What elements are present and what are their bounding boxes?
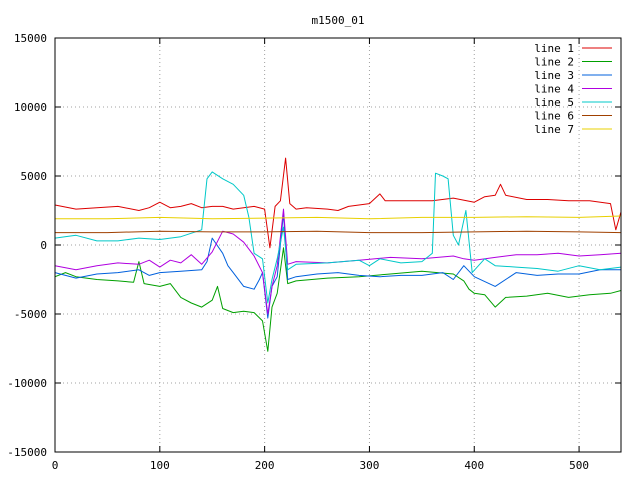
x-tick-label: 300	[360, 459, 380, 472]
y-tick-label: 5000	[21, 170, 48, 183]
legend-label: line 5	[534, 96, 574, 109]
grid-lines	[55, 38, 621, 452]
legend-label: line 3	[534, 69, 574, 82]
y-tick-label: -10000	[7, 377, 47, 390]
series-line-6	[55, 230, 622, 234]
axis-ticks: 0 100 200 300 400 500 -15000 -10000 -5000 0 5000 10…	[7, 32, 621, 472]
series-line-7	[55, 215, 622, 220]
x-tick-label: 200	[255, 459, 275, 472]
y-tick-label: 15000	[14, 32, 47, 45]
series-line-2	[54, 247, 622, 352]
chart-title: m1500_01	[312, 14, 365, 27]
x-tick-label: 500	[569, 459, 589, 472]
y-tick-label: 0	[40, 239, 47, 252]
legend-label: line 1	[534, 42, 574, 55]
x-tick-label: 100	[150, 459, 170, 472]
y-tick-label: 10000	[14, 101, 47, 114]
series-line-4	[54, 208, 622, 315]
y-tick-label: -5000	[14, 308, 47, 321]
legend-label: line 7	[534, 123, 574, 136]
series-line-5	[54, 171, 622, 304]
x-tick-label: 0	[52, 459, 59, 472]
legend-label: line 4	[534, 83, 574, 96]
series-lines	[54, 157, 622, 352]
y-tick-label: -15000	[7, 446, 47, 459]
x-tick-label: 400	[464, 459, 484, 472]
legend-label: line 6	[534, 110, 574, 123]
series-line-3	[54, 212, 621, 319]
series-line-1	[54, 157, 622, 249]
legend-label: line 2	[534, 56, 574, 69]
